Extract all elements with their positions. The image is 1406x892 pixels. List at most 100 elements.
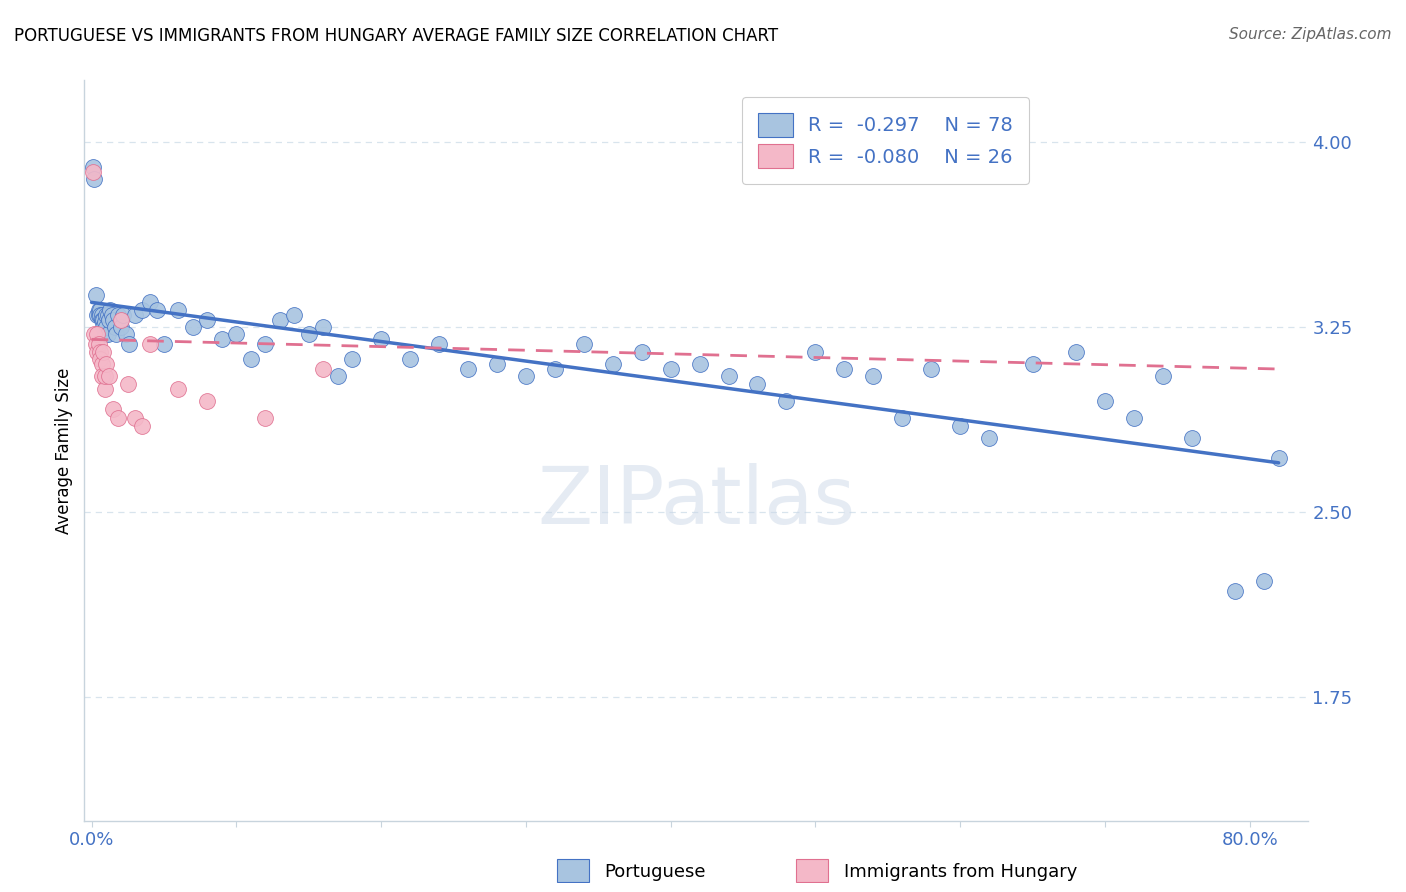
Point [659, 362, 682, 376]
Point [89, 344, 111, 359]
Point [225, 327, 247, 342]
Point [94, 357, 117, 371]
Point [197, 312, 219, 326]
Point [399, 352, 422, 367]
Point [90, 312, 112, 326]
Point [1267, 450, 1289, 465]
Point [89, 308, 111, 322]
Point [167, 302, 190, 317]
Point [340, 352, 363, 367]
Point [84, 337, 107, 351]
Point [630, 344, 652, 359]
Point [103, 312, 125, 326]
Point [747, 376, 769, 391]
Point [101, 308, 124, 322]
Point [485, 357, 508, 371]
Point [804, 344, 827, 359]
Point [269, 312, 291, 326]
Point [515, 369, 537, 384]
Point [370, 332, 392, 346]
Point [544, 362, 567, 376]
Point [93, 369, 115, 384]
Point [717, 369, 740, 384]
Point [949, 418, 972, 433]
Point [197, 394, 219, 409]
Point [82, 160, 104, 174]
Point [1064, 344, 1087, 359]
Point [103, 401, 125, 416]
Point [94, 320, 117, 334]
Point [89, 302, 111, 317]
Point [110, 320, 132, 334]
Point [977, 431, 1000, 445]
Point [602, 357, 624, 371]
Point [82, 164, 104, 178]
Point [312, 362, 335, 376]
Text: Source: ZipAtlas.com: Source: ZipAtlas.com [1229, 27, 1392, 42]
Point [211, 332, 233, 346]
Text: ZIPatlas: ZIPatlas [537, 463, 855, 541]
Point [98, 369, 121, 384]
Point [115, 327, 138, 342]
Point [86, 327, 108, 342]
Point [87, 302, 110, 317]
Point [100, 302, 122, 317]
Point [91, 312, 114, 326]
Point [124, 308, 146, 322]
Point [1152, 369, 1174, 384]
Point [117, 376, 139, 391]
Point [920, 362, 942, 376]
Point [91, 320, 114, 334]
Point [181, 320, 204, 334]
Point [312, 320, 335, 334]
Point [84, 288, 107, 302]
Point [118, 337, 141, 351]
Text: PORTUGUESE VS IMMIGRANTS FROM HUNGARY AVERAGE FAMILY SIZE CORRELATION CHART: PORTUGUESE VS IMMIGRANTS FROM HUNGARY AV… [14, 27, 778, 45]
Point [90, 369, 112, 384]
Point [87, 337, 110, 351]
Point [326, 369, 349, 384]
Point [145, 302, 167, 317]
Point [138, 337, 160, 351]
Point [107, 411, 129, 425]
Point [83, 327, 105, 342]
Point [1253, 574, 1275, 589]
Point [138, 295, 160, 310]
Point [90, 308, 112, 322]
Point [1225, 584, 1247, 599]
Text: Portuguese: Portuguese [605, 863, 706, 881]
Point [689, 357, 711, 371]
Point [457, 362, 479, 376]
Point [283, 308, 305, 322]
Point [107, 308, 129, 322]
Point [83, 172, 105, 186]
Point [254, 411, 277, 425]
Point [110, 312, 132, 326]
Point [112, 308, 135, 322]
Point [254, 337, 277, 351]
Legend: R =  -0.297    N = 78, R =  -0.080    N = 26: R = -0.297 N = 78, R = -0.080 N = 26 [742, 97, 1029, 184]
Point [891, 411, 914, 425]
Text: Immigrants from Hungary: Immigrants from Hungary [844, 863, 1077, 881]
Point [94, 308, 117, 322]
Point [89, 352, 111, 367]
Point [1181, 431, 1204, 445]
Point [93, 382, 115, 396]
Point [105, 327, 128, 342]
Point [90, 357, 112, 371]
Point [98, 312, 121, 326]
Point [775, 394, 797, 409]
Point [86, 344, 108, 359]
Point [1094, 394, 1116, 409]
Point [87, 308, 110, 322]
Point [124, 411, 146, 425]
Point [572, 337, 595, 351]
Point [96, 308, 118, 322]
Point [1122, 411, 1144, 425]
Point [153, 337, 176, 351]
Point [131, 302, 153, 317]
Point [167, 382, 190, 396]
Y-axis label: Average Family Size: Average Family Size [55, 368, 73, 533]
Point [862, 369, 884, 384]
Point [239, 352, 262, 367]
